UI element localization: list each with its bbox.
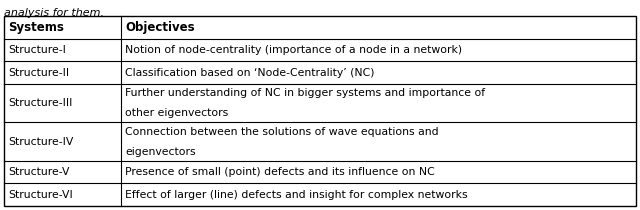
Text: eigenvectors: eigenvectors: [125, 147, 196, 156]
Text: Structure-V: Structure-V: [8, 167, 70, 177]
Text: Notion of node-centrality (importance of a node in a network): Notion of node-centrality (importance of…: [125, 45, 462, 55]
Text: Structure-III: Structure-III: [8, 98, 72, 108]
Text: Structure-IV: Structure-IV: [8, 136, 74, 147]
Text: Further understanding of NC in bigger systems and importance of: Further understanding of NC in bigger sy…: [125, 88, 485, 98]
Text: Objectives: Objectives: [125, 21, 195, 34]
Text: Structure-I: Structure-I: [8, 45, 66, 55]
Text: Effect of larger (line) defects and insight for complex networks: Effect of larger (line) defects and insi…: [125, 190, 468, 200]
Text: other eigenvectors: other eigenvectors: [125, 108, 228, 118]
Text: analysis for them.: analysis for them.: [4, 8, 104, 18]
Text: Structure-VI: Structure-VI: [8, 190, 73, 200]
Text: Classification based on ‘Node-Centrality’ (NC): Classification based on ‘Node-Centrality…: [125, 68, 374, 77]
Text: Structure-II: Structure-II: [8, 68, 69, 77]
Text: Systems: Systems: [8, 21, 64, 34]
Text: Presence of small (point) defects and its influence on NC: Presence of small (point) defects and it…: [125, 167, 435, 177]
Text: Connection between the solutions of wave equations and: Connection between the solutions of wave…: [125, 127, 438, 136]
